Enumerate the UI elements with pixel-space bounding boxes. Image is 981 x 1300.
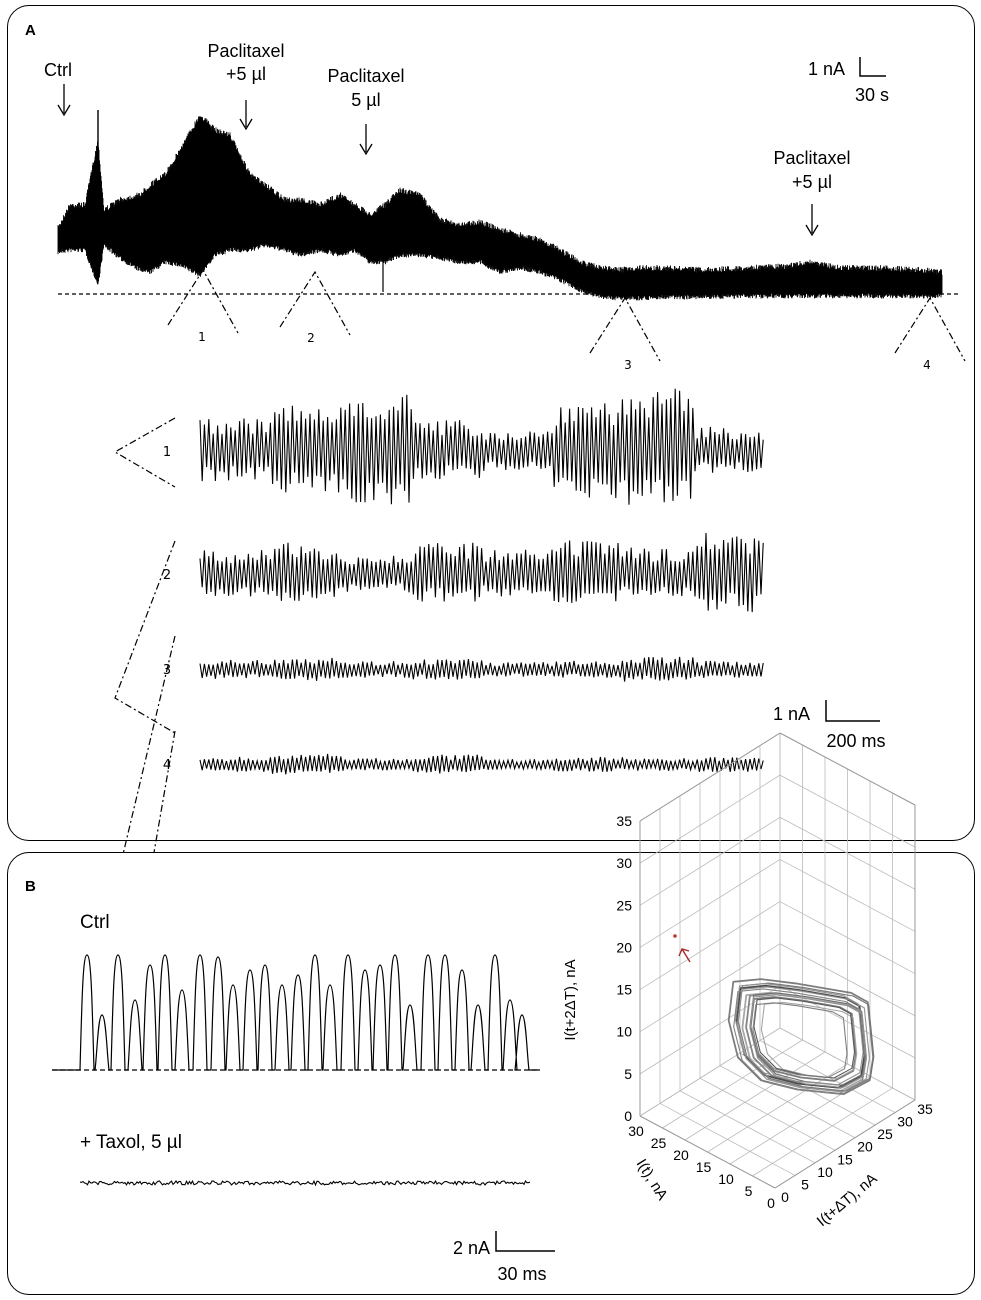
y-tick: 10: [817, 1164, 833, 1180]
z-tick: 15: [616, 982, 632, 998]
scale-bar-b-y: 2 nA: [453, 1238, 490, 1258]
zoom-markers: 1 2 3 4: [167, 268, 966, 372]
zoom-trace-label-4: 4: [163, 758, 171, 773]
annotation-ctrl-text: Ctrl: [44, 60, 72, 80]
y-tick: 0: [781, 1189, 789, 1205]
panel-a-figure: A Ctrl Paclitaxel +5 µl Paclitaxel 5 µl …: [25, 22, 966, 1114]
zoom-trace-2: 2: [114, 532, 764, 734]
zoom-marker-label-1: 1: [198, 330, 206, 344]
trajectory-loop: [753, 997, 856, 1079]
annotation-ctrl: Ctrl: [44, 60, 72, 117]
trajectory-loop: [760, 1001, 858, 1079]
phase-portrait-trajectory: [727, 978, 875, 1095]
zoom-trace-4: 4: [114, 730, 764, 1114]
panel-b: [7, 852, 975, 1295]
x-tick: 30: [628, 1123, 644, 1139]
annotation-paclitaxel-3-line2: +5 µl: [792, 172, 832, 192]
zoom-marker-label-3: 3: [624, 358, 632, 372]
trajectory-loop: [727, 978, 875, 1095]
z-tick: 20: [616, 939, 632, 955]
x-axis-label: I(t), nA: [633, 1156, 671, 1203]
scale-bar-top: 1 nA 30 s: [808, 57, 889, 105]
zoom-trace-label-1: 1: [163, 445, 171, 460]
scale-bar-mid-y: 1 nA: [773, 704, 810, 724]
y-tick: 20: [857, 1139, 873, 1155]
scale-bar-b: 2 nA 30 ms: [453, 1231, 555, 1284]
zoom-marker-label-4: 4: [923, 358, 931, 372]
annotation-paclitaxel-2-line2: 5 µl: [351, 90, 380, 110]
z-tick: 25: [616, 897, 632, 913]
zoom-trace-1: 1: [113, 388, 764, 505]
y-tick: 5: [801, 1176, 809, 1192]
long-recording-path: [57, 116, 943, 301]
scale-bar-top-y: 1 nA: [808, 59, 845, 79]
ctrl-trace: [52, 954, 540, 1071]
annotation-paclitaxel-2: Paclitaxel 5 µl: [327, 66, 405, 156]
zoom-marker-4: 4: [894, 296, 966, 372]
zoom-marker-label-2: 2: [307, 331, 315, 345]
scale-bar-b-x: 30 ms: [497, 1264, 546, 1284]
z-tick: 35: [616, 813, 632, 829]
y-tick: 25: [877, 1126, 893, 1142]
zoom-trace-path-3: [199, 656, 764, 682]
z-tick: 5: [624, 1066, 632, 1082]
zoom-trace-label-2: 2: [163, 568, 171, 583]
y-tick: 35: [917, 1101, 933, 1117]
panel-b-letter: B: [25, 878, 36, 895]
scale-bar-mid-x: 200 ms: [826, 731, 885, 751]
taxol-trace-path: [79, 1179, 531, 1187]
zoom-marker-3: 3: [589, 296, 661, 372]
zoom-trace-label-3: 3: [163, 663, 171, 678]
trajectory-loop: [734, 983, 864, 1086]
scale-bar-top-x: 30 s: [855, 85, 889, 105]
x-tick: 10: [718, 1171, 734, 1187]
annotation-paclitaxel-3: Paclitaxel +5 µl: [773, 148, 851, 237]
annotation-paclitaxel-3-line1: Paclitaxel: [773, 148, 850, 168]
x-tick: 20: [673, 1147, 689, 1163]
zoomed-traces: 1 2 3 4: [113, 388, 764, 1114]
taxol-trace: [79, 1179, 531, 1187]
zoom-trace-path-1: [199, 388, 764, 505]
annotation-paclitaxel-1: Paclitaxel +5 µl: [207, 41, 285, 131]
phase-portrait-grid: [639, 732, 916, 1189]
ctrl-label: Ctrl: [80, 912, 110, 933]
x-tick: 0: [767, 1195, 775, 1211]
z-tick: 30: [616, 855, 632, 871]
trajectory-loop: [749, 994, 868, 1089]
annotation-paclitaxel-1-line2: +5 µl: [226, 64, 266, 84]
long-recording-trace: [57, 110, 943, 301]
z-tick: 10: [616, 1024, 632, 1040]
initial-point-marker: [673, 934, 677, 938]
y-tick: 15: [837, 1151, 853, 1167]
ctrl-trace-path: [52, 954, 540, 1071]
panel-a: [7, 5, 975, 841]
trajectory-loop: [736, 986, 870, 1093]
zoom-marker-1: 1: [167, 268, 239, 344]
x-tick: 5: [745, 1183, 753, 1199]
y-tick: 30: [897, 1114, 913, 1130]
taxol-label: + Taxol, 5 µl: [80, 1132, 182, 1153]
x-tick: 15: [696, 1159, 712, 1175]
x-tick: 25: [651, 1135, 667, 1151]
zoom-trace-path-4: [199, 753, 764, 775]
panel-a-letter: A: [25, 22, 36, 39]
z-tick: 0: [624, 1108, 632, 1124]
scale-bar-mid: 1 nA 200 ms: [773, 700, 886, 751]
initial-point-arrow: [681, 948, 691, 963]
zoom-marker-2: 2: [279, 270, 351, 345]
trajectory-loop: [752, 1002, 848, 1079]
annotation-paclitaxel-2-line1: Paclitaxel: [327, 66, 404, 86]
phase-portrait-3d: 3530252015105030252015105035302520151050…: [562, 732, 933, 1230]
annotation-paclitaxel-1-line1: Paclitaxel: [207, 41, 284, 61]
zoom-trace-path-2: [199, 532, 764, 613]
z-axis-label: I(t+2ΔT), nA: [562, 959, 579, 1040]
